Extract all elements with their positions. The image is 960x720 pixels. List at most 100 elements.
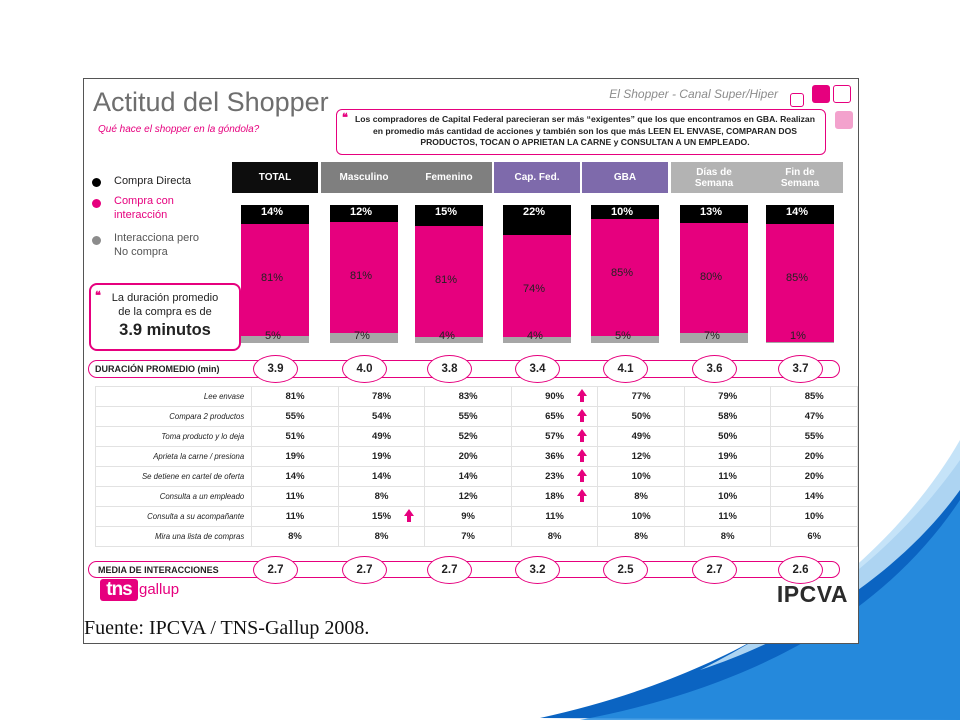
table-cell: 20% <box>770 466 858 487</box>
up-arrow-icon <box>576 409 587 422</box>
table-cell: 10% <box>770 506 858 527</box>
bar-segment-directa <box>503 205 571 236</box>
chart-slide: Actitud del Shopper Qué hace el shopper … <box>83 78 859 644</box>
table-cell: 8% <box>337 526 426 547</box>
bar-label-interaccion: 80% <box>700 270 723 283</box>
legend-dot-black <box>92 178 101 187</box>
gallup-logo-text: gallup <box>139 581 180 598</box>
row-label: Consulta a su acompañante <box>94 506 253 527</box>
bar-segment-interaccion <box>330 221 398 334</box>
interactions-mean-value: 2.7 <box>692 556 737 584</box>
table-cell: 51% <box>251 426 339 447</box>
bar-segment-no-compra <box>766 341 834 343</box>
row-label: Aprieta la carne / presiona <box>94 446 253 467</box>
table-cell: 8% <box>597 486 685 507</box>
duration-callout-value: 3.9 minutos <box>119 320 211 339</box>
table-cell: 8% <box>683 526 772 547</box>
table-cell: 52% <box>424 426 512 447</box>
table-cell: 8% <box>510 526 599 547</box>
table-cell: 12% <box>424 486 512 507</box>
table-row: Compara 2 productos 55% 54% 55% 65% 50% 58% 47% <box>94 406 858 427</box>
legend-label-no-compra: Interacciona pero No compra <box>114 232 199 258</box>
bar-segment-interaccion <box>503 235 571 338</box>
row-label: Se detiene en cartel de oferta <box>94 466 253 487</box>
duration-value: 4.0 <box>342 355 387 383</box>
bar-segment-no-compra <box>241 336 309 343</box>
up-arrow-icon <box>403 509 414 522</box>
table-cell: 7% <box>424 526 512 547</box>
bar-label-no-compra: 5% <box>615 330 631 342</box>
interactions-band-label: MEDIA DE INTERACCIONES <box>98 565 219 575</box>
table-cell: 10% <box>683 486 772 507</box>
table-cell: 11% <box>251 486 339 507</box>
table-cell: 19% <box>683 446 772 467</box>
bar-label-no-compra: 7% <box>704 330 720 342</box>
bar-segment-directa <box>330 205 398 222</box>
slide-subtitle: Qué hace el shopper en la góndola? <box>98 124 260 135</box>
table-cell: 65% <box>510 406 599 427</box>
interactions-mean-value: 2.7 <box>253 556 298 584</box>
table-cell: 14% <box>251 466 339 487</box>
row-label: Lee envase <box>94 386 253 407</box>
duration-value: 4.1 <box>603 355 648 383</box>
column-header: Masculino <box>321 162 407 193</box>
up-arrow-icon <box>576 429 587 442</box>
bar-segment-no-compra <box>591 336 659 343</box>
legend-label-directa: Compra Directa <box>114 175 192 187</box>
table-cell: 58% <box>683 406 772 427</box>
bar-label-interaccion: 74% <box>523 283 546 296</box>
interactions-mean-value: 2.7 <box>342 556 387 584</box>
bar-label-interaccion: 85% <box>611 266 634 279</box>
column-header: Fin de Semana <box>757 162 843 193</box>
bar-segment-interaccion <box>591 218 659 337</box>
column-header: Femenino <box>406 162 492 193</box>
legend-dot-magenta <box>92 199 101 208</box>
table-row: Consulta a su acompañante 11% 15% 9% 11% 10% 1… <box>94 506 858 527</box>
up-arrow-icon <box>576 389 587 402</box>
table-cell: 15% <box>337 506 426 527</box>
table-row: Toma producto y lo deja 51% 49% 52% 57% 49% 50… <box>94 426 858 447</box>
brand-square-outline-icon <box>833 85 851 103</box>
table-cell: 49% <box>337 426 426 447</box>
bar-label-no-compra: 1% <box>790 330 806 342</box>
row-label: Toma producto y lo deja <box>94 426 253 447</box>
bar-label-interaccion: 85% <box>786 272 809 285</box>
interaction-table: Lee envase 81% 78% 83% 90% 77% 79% 85% Compara 2… <box>94 386 858 547</box>
table-cell: 79% <box>683 386 772 407</box>
bar-label-directa: 12% <box>350 206 373 218</box>
table-cell: 50% <box>597 406 685 427</box>
tns-logo: tns <box>100 579 138 601</box>
legend-dot-gray <box>92 236 101 245</box>
duration-value: 3.9 <box>253 355 298 383</box>
table-row: Se detiene en cartel de oferta 14% 14% 14% 2… <box>94 466 858 487</box>
bar-label-directa: 13% <box>700 206 723 218</box>
table-row: Aprieta la carne / presiona 19% 19% 20% 36% 1… <box>94 446 858 467</box>
table-cell: 23% <box>510 466 599 487</box>
table-cell: 8% <box>337 486 426 507</box>
up-arrow-icon <box>576 469 587 482</box>
duration-value: 3.4 <box>515 355 560 383</box>
quote-icon: ❝ <box>95 290 101 302</box>
table-cell: 57% <box>510 426 599 447</box>
table-cell: 36% <box>510 446 599 467</box>
interactions-mean-value: 2.7 <box>427 556 472 584</box>
bar-segment-interaccion <box>680 222 748 334</box>
table-cell: 11% <box>510 506 599 527</box>
table-cell: 9% <box>424 506 512 527</box>
bar-label-directa: 10% <box>611 206 634 218</box>
row-label: Consulta a un empleado <box>94 486 253 507</box>
legend-label-interaccion: Compra con interacción <box>114 195 174 221</box>
bar-label-directa: 22% <box>523 206 546 218</box>
bar-segment-no-compra <box>415 337 483 343</box>
duration-value: 3.7 <box>778 355 823 383</box>
table-cell: 55% <box>424 406 512 427</box>
duration-callout: ❝ La duración promedio de la compra es d… <box>89 283 241 351</box>
table-cell: 55% <box>770 426 858 447</box>
slide-title: Actitud del Shopper <box>93 87 329 117</box>
up-arrow-icon <box>576 449 587 462</box>
table-cell: 77% <box>597 386 685 407</box>
bar-label-no-compra: 4% <box>527 330 543 342</box>
table-cell: 50% <box>683 426 772 447</box>
brand-square-pink-icon <box>835 111 853 129</box>
duration-callout-line2: de la compra es de <box>118 306 212 319</box>
